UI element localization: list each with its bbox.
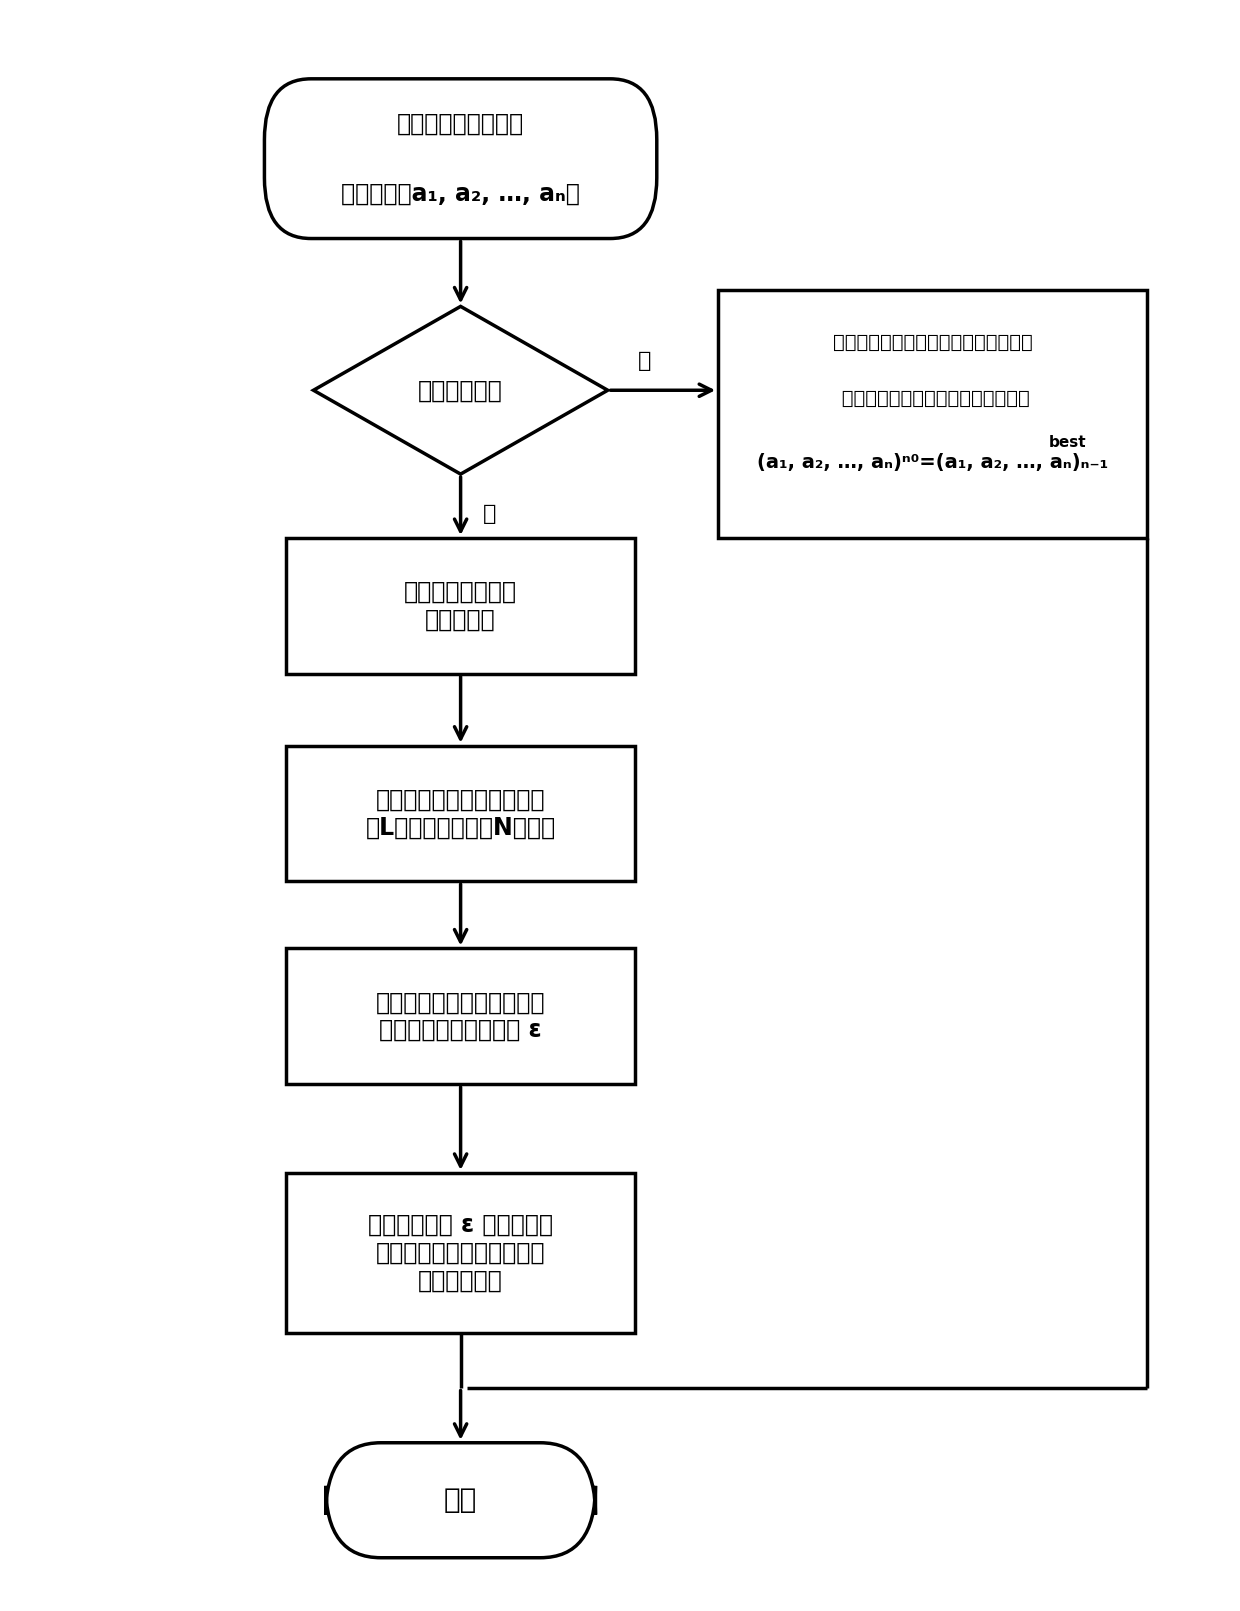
Text: 输入各个模型参量
的合理范围: 输入各个模型参量 的合理范围 [404,580,517,632]
Text: best: best [1049,435,1086,451]
FancyBboxPatch shape [326,1443,595,1558]
Bar [286,1173,635,1332]
Bar [286,746,635,881]
Text: 是: 是 [482,504,496,524]
Text: 取其中最小的 ε 所对应的模
型参量初始値作为本次测量
计算的初始値: 取其中最小的 ε 所对应的模 型参量初始値作为本次测量 计算的初始値 [368,1213,553,1292]
Text: 调用第三部分，计算网格中
每个节点的残差平方和 ε: 调用第三部分，计算网格中 每个节点的残差平方和 ε [376,991,546,1042]
FancyBboxPatch shape [264,79,657,238]
Text: 本次测量计算模型参量的初始値，即: 本次测量计算模型参量的初始値，即 [836,388,1030,408]
Bar [718,290,1147,538]
Text: 首次测量计算: 首次测量计算 [418,379,503,403]
Text: 否: 否 [637,351,651,371]
Text: 调用上次测量计算的最优模型参量设为: 调用上次测量计算的最优模型参量设为 [833,333,1033,351]
Text: 输入测量计算次数、: 输入测量计算次数、 [397,111,525,135]
Text: (a₁, a₂, …, aₙ)ⁿ⁰=(a₁, a₂, …, aₙ)ₙ₋₁: (a₁, a₂, …, aₙ)ⁿ⁰=(a₁, a₂, …, aₙ)ₙ₋₁ [758,453,1109,472]
Text: 在各个模型参量合理范围中
取L个等分点，构造N维网格: 在各个模型参量合理范围中 取L个等分点，构造N维网格 [366,788,556,839]
Polygon shape [314,306,608,474]
Bar [286,538,635,673]
Bar [286,949,635,1084]
Text: 返回: 返回 [444,1487,477,1514]
Text: 模型参数（a₁, a₂, …, aₙ）: 模型参数（a₁, a₂, …, aₙ） [341,182,580,206]
